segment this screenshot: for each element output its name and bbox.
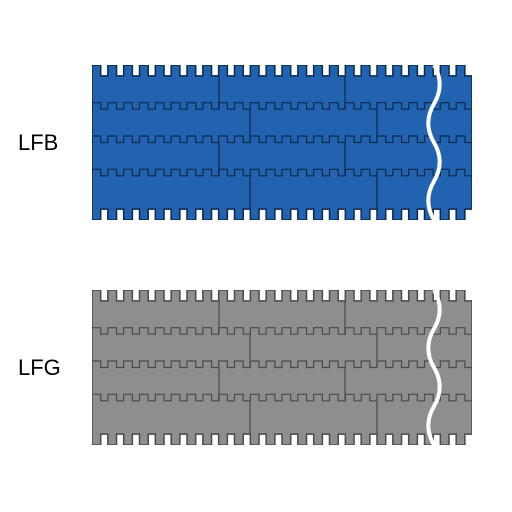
diagram-canvas: LFB LFG [0,0,512,512]
belt-label-lfg: LFG [18,355,61,381]
belt-svg-lfg [92,290,472,445]
belt-label-lfb: LFB [18,130,58,156]
belt-lfb [92,65,472,220]
belt-lfg [92,290,472,445]
belt-svg-lfb [92,65,472,220]
